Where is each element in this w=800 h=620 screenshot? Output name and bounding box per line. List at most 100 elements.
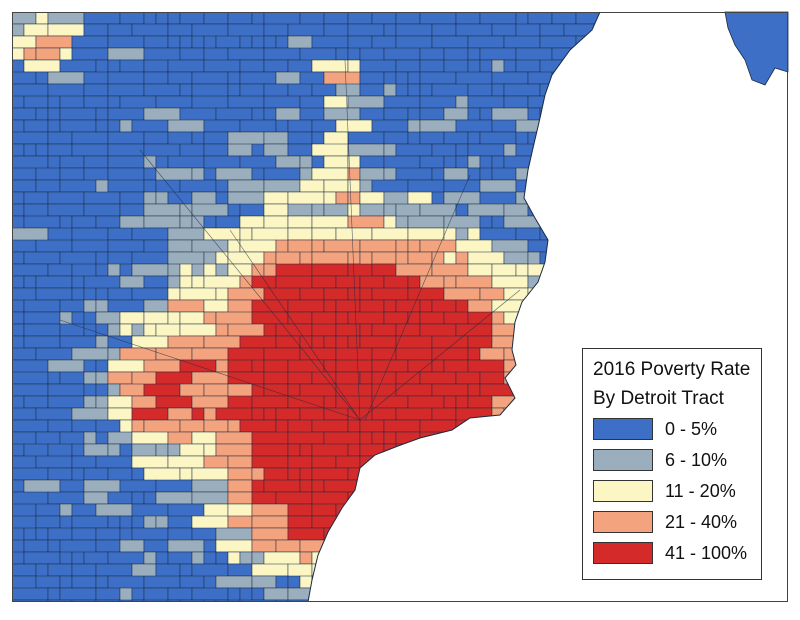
- census-tract: [167, 587, 193, 601]
- census-tract: [131, 491, 145, 505]
- census-tract: [107, 287, 133, 301]
- census-tract: [275, 407, 301, 421]
- census-tract: [167, 35, 181, 49]
- census-tract: [407, 311, 421, 325]
- census-tract: [191, 347, 229, 361]
- census-tract: [431, 383, 469, 397]
- census-tract: [203, 299, 229, 313]
- census-tract: [443, 155, 457, 169]
- census-tract: [191, 203, 229, 217]
- census-tract: [251, 575, 277, 589]
- census-tract: [95, 371, 109, 385]
- census-tract: [143, 179, 157, 193]
- census-tract: [83, 395, 97, 409]
- census-tract: [203, 443, 217, 457]
- census-tract: [251, 35, 265, 49]
- census-tract: [143, 59, 169, 73]
- census-tract: [311, 131, 325, 145]
- census-tract: [395, 12, 421, 25]
- census-tract: [419, 299, 433, 313]
- census-tract: [395, 215, 409, 229]
- census-tract: [287, 443, 301, 457]
- census-tract: [215, 215, 241, 229]
- census-tract: [395, 143, 433, 157]
- census-tract: [83, 479, 121, 493]
- census-tract: [239, 275, 253, 289]
- census-tract: [407, 359, 433, 373]
- census-tract: [395, 239, 409, 253]
- census-tract: [479, 12, 517, 25]
- census-tract: [479, 167, 493, 181]
- census-tract: [119, 119, 133, 133]
- census-tract: [12, 239, 37, 253]
- census-tract: [287, 467, 301, 481]
- census-tract: [431, 167, 445, 181]
- census-tract: [35, 407, 73, 421]
- census-tract: [323, 179, 349, 193]
- census-tract: [167, 299, 205, 313]
- census-tract: [263, 143, 289, 157]
- census-tract: [83, 431, 97, 445]
- census-tract: [431, 359, 445, 373]
- census-tract: [95, 527, 121, 541]
- census-tract: [419, 203, 457, 217]
- census-tract: [287, 575, 301, 589]
- census-tract: [167, 155, 205, 169]
- census-tract: [443, 251, 457, 265]
- legend-label: 6 - 10%: [665, 449, 728, 470]
- census-tract: [71, 575, 97, 589]
- census-tract: [12, 71, 37, 85]
- census-tract: [119, 12, 145, 25]
- census-tract: [323, 335, 337, 349]
- census-tract: [95, 287, 109, 301]
- census-tract: [383, 95, 421, 109]
- census-tract: [179, 575, 205, 589]
- census-tract: [455, 155, 469, 169]
- census-tract: [263, 587, 289, 601]
- census-tract: [359, 203, 385, 217]
- census-tract: [215, 323, 229, 337]
- census-tract: [215, 35, 241, 49]
- census-tract: [431, 263, 469, 277]
- census-tract: [347, 191, 361, 205]
- census-tract: [107, 227, 133, 241]
- census-tract: [407, 83, 421, 97]
- census-tract: [287, 143, 313, 157]
- census-tract: [119, 275, 145, 289]
- census-tract: [71, 143, 109, 157]
- census-tract: [47, 419, 73, 433]
- census-tract: [179, 12, 205, 25]
- census-tract: [263, 59, 289, 73]
- census-tract: [467, 383, 481, 397]
- census-tract: [419, 107, 445, 121]
- census-tract: [527, 107, 541, 121]
- census-tract: [131, 515, 145, 529]
- census-tract: [419, 71, 457, 85]
- census-tract: [12, 35, 37, 49]
- census-tract: [551, 12, 577, 25]
- census-tract: [479, 287, 505, 301]
- census-tract: [107, 35, 145, 49]
- census-tract: [179, 311, 205, 325]
- census-tract: [191, 467, 229, 481]
- census-tract: [131, 419, 145, 433]
- census-tract: [227, 515, 253, 529]
- census-tract: [227, 12, 253, 25]
- census-tract: [467, 347, 481, 361]
- census-tract: [71, 551, 85, 565]
- census-tract: [287, 515, 313, 529]
- legend-title-line2: By Detroit Tract: [593, 388, 724, 409]
- census-tract: [167, 191, 193, 205]
- census-tract: [107, 47, 145, 61]
- census-tract: [35, 455, 73, 469]
- census-tract: [71, 47, 109, 61]
- census-tract: [479, 215, 493, 229]
- census-tract: [467, 251, 505, 265]
- legend-item: 0 - 5%: [593, 414, 751, 444]
- census-tract: [119, 383, 145, 397]
- census-tract: [251, 443, 289, 457]
- census-tract: [383, 131, 409, 145]
- census-tract: [239, 215, 265, 229]
- census-tract: [59, 95, 85, 109]
- census-tract: [335, 191, 349, 205]
